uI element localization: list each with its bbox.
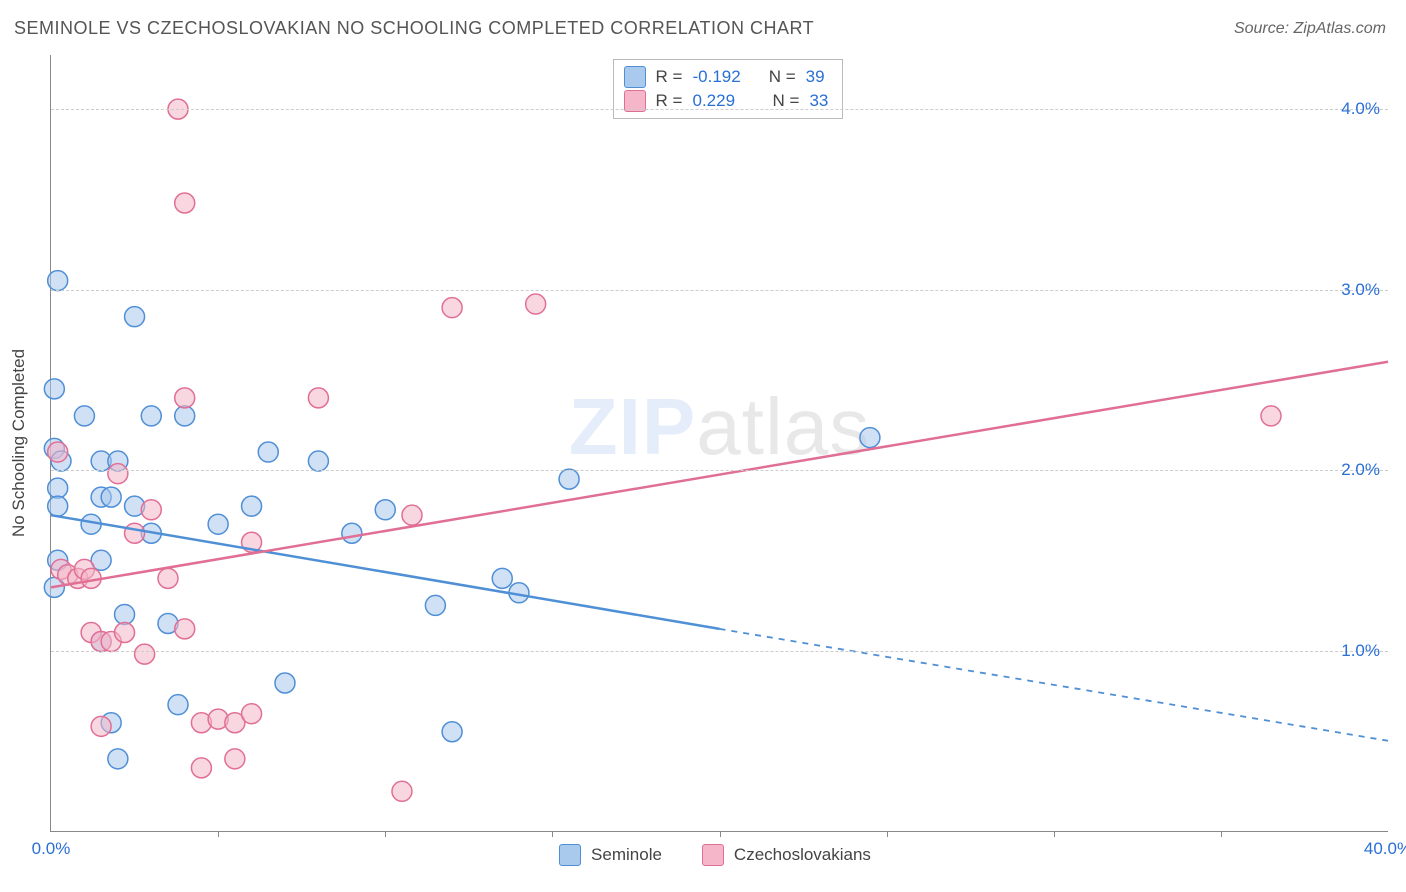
- data-point: [125, 523, 145, 543]
- data-point: [115, 604, 135, 624]
- x-tick-label: 0.0%: [32, 839, 71, 859]
- x-tick-mark: [720, 831, 721, 837]
- data-point: [175, 388, 195, 408]
- data-point: [125, 307, 145, 327]
- data-point: [168, 695, 188, 715]
- data-point: [191, 758, 211, 778]
- data-point: [91, 716, 111, 736]
- stats-legend-row-1: R = -0.192 N = 39: [624, 65, 829, 89]
- data-point: [258, 442, 278, 462]
- data-point: [242, 496, 262, 516]
- data-point: [141, 406, 161, 426]
- x-tick-mark: [1054, 831, 1055, 837]
- stats-r-value-1: -0.192: [692, 65, 740, 89]
- data-point: [175, 619, 195, 639]
- x-tick-label: 40.0%: [1364, 839, 1406, 859]
- data-point: [242, 704, 262, 724]
- chart-svg: [51, 55, 1388, 831]
- data-point: [275, 673, 295, 693]
- data-point: [135, 644, 155, 664]
- stats-n-value-1: 39: [806, 65, 825, 89]
- data-point: [141, 500, 161, 520]
- data-point: [44, 379, 64, 399]
- stats-n-label-1: N =: [769, 65, 796, 89]
- data-point: [308, 388, 328, 408]
- y-axis-label: No Schooling Completed: [9, 349, 29, 537]
- data-point: [115, 622, 135, 642]
- data-point: [48, 496, 68, 516]
- stats-swatch-1: [624, 66, 646, 88]
- data-point: [559, 469, 579, 489]
- bottom-legend-item-2: Czechoslovakians: [702, 844, 871, 866]
- data-point: [442, 722, 462, 742]
- y-tick-label: 4.0%: [1341, 99, 1380, 119]
- bottom-legend-label-1: Seminole: [591, 845, 662, 865]
- y-tick-label: 3.0%: [1341, 280, 1380, 300]
- data-point: [48, 442, 68, 462]
- data-point: [101, 487, 121, 507]
- x-tick-mark: [218, 831, 219, 837]
- data-point: [225, 749, 245, 769]
- data-point: [108, 749, 128, 769]
- data-point: [208, 514, 228, 534]
- bottom-legend-label-2: Czechoslovakians: [734, 845, 871, 865]
- x-tick-mark: [887, 831, 888, 837]
- data-point: [74, 406, 94, 426]
- chart-title: SEMINOLE VS CZECHOSLOVAKIAN NO SCHOOLING…: [14, 18, 814, 39]
- bottom-legend: Seminole Czechoslovakians: [559, 844, 871, 866]
- data-point: [375, 500, 395, 520]
- data-point: [402, 505, 422, 525]
- x-tick-mark: [385, 831, 386, 837]
- chart-plot-area: No Schooling Completed ZIPatlas R = -0.1…: [50, 55, 1388, 832]
- trend-line: [51, 362, 1388, 588]
- data-point: [442, 298, 462, 318]
- data-point: [526, 294, 546, 314]
- data-point: [108, 464, 128, 484]
- data-point: [392, 781, 412, 801]
- source-attribution: Source: ZipAtlas.com: [1234, 20, 1386, 38]
- data-point: [1261, 406, 1281, 426]
- data-point: [175, 193, 195, 213]
- x-tick-mark: [552, 831, 553, 837]
- bottom-swatch-1: [559, 844, 581, 866]
- bottom-legend-item-1: Seminole: [559, 844, 662, 866]
- y-tick-label: 2.0%: [1341, 460, 1380, 480]
- trend-line-dashed: [720, 629, 1389, 741]
- data-point: [860, 428, 880, 448]
- data-point: [425, 595, 445, 615]
- data-point: [342, 523, 362, 543]
- data-point: [48, 271, 68, 291]
- data-point: [308, 451, 328, 471]
- bottom-swatch-2: [702, 844, 724, 866]
- data-point: [48, 478, 68, 498]
- y-tick-label: 1.0%: [1341, 641, 1380, 661]
- data-point: [492, 568, 512, 588]
- data-point: [158, 568, 178, 588]
- stats-r-label-1: R =: [656, 65, 683, 89]
- x-tick-mark: [1221, 831, 1222, 837]
- data-point: [175, 406, 195, 426]
